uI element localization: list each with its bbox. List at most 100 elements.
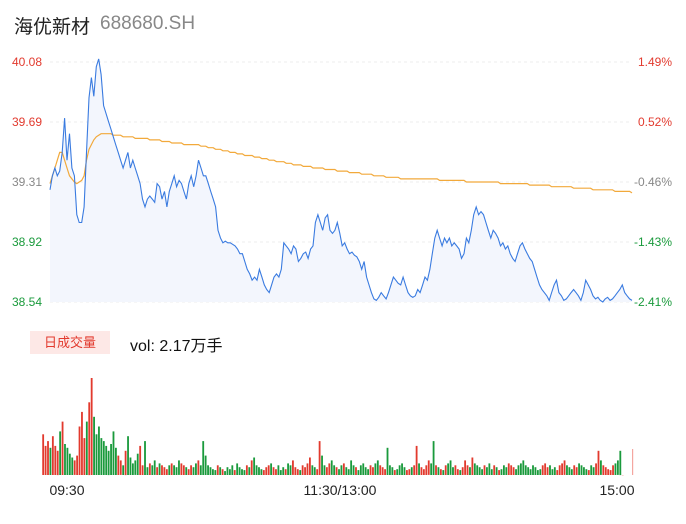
- volume-bar: [430, 463, 433, 475]
- volume-bar: [604, 467, 607, 475]
- volume-bar: [54, 445, 57, 475]
- price-line: [49, 58, 633, 303]
- y-tick-left: 38.54: [12, 295, 42, 309]
- volume-bar: [393, 470, 396, 475]
- volume-bar: [493, 465, 496, 475]
- volume-bar: [71, 457, 74, 475]
- price-area-fill: [50, 58, 632, 303]
- volume-bar: [541, 465, 544, 475]
- volume-bar: [422, 469, 425, 475]
- volume-bar: [170, 463, 173, 475]
- volume-bar: [621, 475, 624, 476]
- volume-bar: [473, 463, 476, 475]
- volume-bar: [204, 455, 207, 475]
- y-tick-left: 39.31: [12, 175, 42, 189]
- volume-bar: [163, 467, 166, 475]
- volume-bar: [444, 465, 447, 475]
- stock-code: 688680.SH: [100, 13, 196, 34]
- volume-bar: [144, 441, 146, 475]
- volume-bar: [85, 421, 88, 475]
- volume-bar: [328, 463, 331, 475]
- volume-bar: [597, 450, 600, 476]
- volume-bar: [115, 447, 117, 475]
- volume-bar: [391, 467, 394, 475]
- volume-bar: [575, 467, 578, 475]
- volume-bar: [76, 455, 79, 475]
- volume-bar: [253, 457, 256, 475]
- volume-bar: [374, 463, 377, 475]
- y-tick-right: -1.43%: [634, 235, 672, 249]
- volume-bar: [481, 469, 483, 475]
- volume-bar: [192, 467, 195, 475]
- volume-bar: [241, 469, 243, 475]
- volume-bar: [342, 463, 345, 475]
- volume-bar: [292, 460, 294, 475]
- volume-bar: [556, 470, 559, 475]
- volume-bar: [524, 465, 527, 475]
- y-tick-left: 39.69: [12, 115, 42, 129]
- volume-bar: [590, 465, 593, 475]
- volume-bar: [146, 467, 149, 475]
- daily-volume-button[interactable]: 日成交量: [30, 331, 110, 354]
- volume-bar: [420, 467, 423, 475]
- volume-bar: [226, 467, 229, 475]
- volume-bar: [250, 460, 253, 475]
- x-tick-label: 15:00: [599, 482, 634, 498]
- volume-bar: [396, 469, 399, 475]
- volume-bar: [359, 465, 362, 475]
- y-tick-left: 38.92: [12, 235, 42, 249]
- volume-bar: [459, 470, 462, 475]
- volume-bar: [386, 447, 389, 475]
- volume-bar: [88, 402, 91, 476]
- volume-bar: [110, 444, 112, 475]
- volume-bar: [195, 463, 197, 475]
- volume-bar: [600, 460, 602, 475]
- volume-bar: [510, 465, 513, 475]
- volume-bar: [219, 467, 222, 475]
- volume-bar: [546, 467, 549, 475]
- volume-bar: [316, 469, 319, 475]
- volume-bar: [66, 447, 69, 475]
- volume-bar: [592, 467, 595, 475]
- volume-bar: [299, 470, 302, 475]
- volume-bar: [456, 469, 459, 475]
- volume-bar: [539, 469, 542, 475]
- volume-bar: [619, 450, 622, 476]
- volume-bar: [488, 463, 491, 475]
- volume-bar: [47, 441, 49, 475]
- volume-bar: [338, 469, 340, 475]
- volume-bar: [78, 426, 81, 475]
- volume-bar: [90, 378, 93, 475]
- volume-bar: [270, 463, 273, 475]
- volume-bar: [61, 421, 64, 475]
- volume-bar: [175, 467, 178, 475]
- volume-bar: [570, 469, 573, 475]
- volume-bar: [279, 470, 282, 475]
- volume-bar: [406, 470, 408, 475]
- volume-bar: [500, 469, 503, 475]
- volume-bar: [544, 463, 547, 475]
- volume-bar: [228, 469, 231, 475]
- volume-bar: [517, 465, 520, 475]
- volume-bar: [49, 447, 52, 475]
- volume-bar: [173, 465, 176, 475]
- volume-bar: [587, 470, 590, 475]
- volume-bar: [289, 465, 292, 475]
- volume-bar: [401, 463, 403, 475]
- volume-bar: [437, 467, 440, 475]
- volume-bar: [231, 465, 234, 475]
- volume-bar: [498, 470, 500, 475]
- volume-bar: [318, 441, 321, 475]
- volume-bar: [83, 438, 86, 475]
- volume-bars: [42, 378, 634, 476]
- volume-bar: [165, 469, 168, 475]
- volume-bar: [151, 465, 154, 475]
- volume-bar: [100, 438, 103, 475]
- volume-bar: [614, 463, 617, 475]
- volume-bar: [129, 457, 132, 475]
- volume-bar: [464, 460, 467, 475]
- volume-bar: [381, 467, 384, 475]
- volume-bar: [98, 426, 100, 475]
- volume-bar: [202, 441, 205, 475]
- volume-bar: [277, 465, 280, 475]
